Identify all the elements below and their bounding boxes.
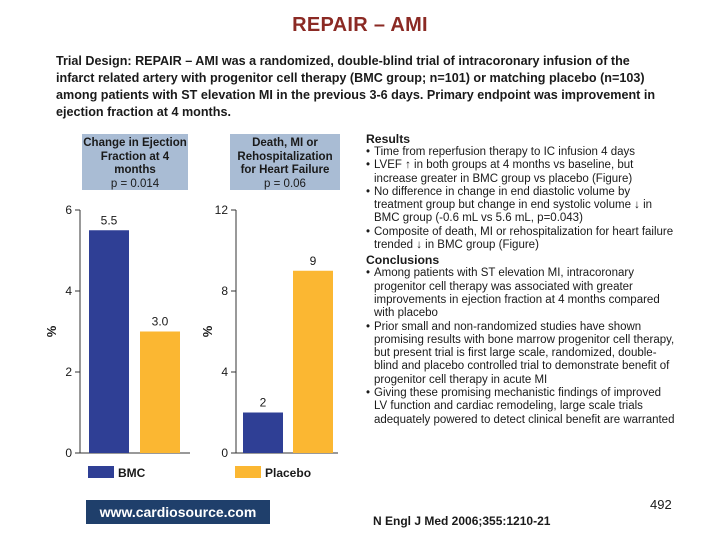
bar-placebo <box>293 270 333 453</box>
slide-title: REPAIR – AMI <box>292 14 428 36</box>
y-tick-label: 2 <box>65 365 72 379</box>
y-tick-label: 6 <box>65 203 72 217</box>
list-item: No difference in change in end diastolic… <box>366 186 676 226</box>
list-item: LVEF ↑ in both groups at 4 months vs bas… <box>366 159 676 186</box>
panel-header-ejection-fraction: Change in Ejection Fraction at 4 months … <box>82 134 188 190</box>
legend-item-bmc: BMC <box>88 466 145 480</box>
list-item: Among patients with ST elevation MI, int… <box>366 267 676 320</box>
bar-bmc <box>243 412 283 453</box>
list-item: Time from reperfusion therapy to IC infu… <box>366 146 676 160</box>
legend-label: BMC <box>118 466 146 480</box>
legend-swatch-bmc <box>88 466 114 478</box>
legend-item-placebo: Placebo <box>235 466 311 480</box>
y-tick-label: 0 <box>221 446 228 460</box>
results-list: Time from reperfusion therapy to IC infu… <box>366 146 676 252</box>
panel-heading: Change in Ejection Fraction at 4 months <box>83 137 187 176</box>
legend-swatch-placebo <box>235 466 261 478</box>
panel-pvalue: p = 0.06 <box>264 177 306 190</box>
panel-header-death-mi: Death, MI or Rehospitalization for Heart… <box>230 134 340 190</box>
journal-citation: N Engl J Med 2006;355:1210-21 <box>373 514 551 528</box>
data-label: 2 <box>260 396 267 410</box>
results-heading: Results <box>366 132 411 146</box>
panel-heading: Death, MI or Rehospitalization for Heart… <box>237 137 333 176</box>
list-item: Prior small and non-randomized studies h… <box>366 321 676 387</box>
y-tick-label: 12 <box>215 203 229 217</box>
trial-design-text: Trial Design: REPAIR – AMI was a randomi… <box>56 54 656 119</box>
page-number: 492 <box>650 497 672 512</box>
y-tick-label: 0 <box>65 446 72 460</box>
cardiosource-logo: www.cardiosource.com <box>86 500 270 524</box>
panel-pvalue: p = 0.014 <box>110 177 160 190</box>
findings-column: Results Time from reperfusion therapy to… <box>366 132 676 428</box>
y-tick-label: 4 <box>65 284 72 298</box>
conclusions-list: Among patients with ST elevation MI, int… <box>366 267 676 427</box>
y-axis-label: % <box>44 325 59 337</box>
list-item: Giving these promising mechanistic findi… <box>366 387 676 427</box>
y-tick-label: 4 <box>221 365 228 379</box>
data-label: 9 <box>310 254 317 268</box>
conclusions-heading: Conclusions <box>366 253 440 268</box>
data-label: 3.0 <box>152 315 169 329</box>
data-label: 5.5 <box>101 213 118 227</box>
legend-label: Placebo <box>265 466 312 480</box>
bar-placebo <box>140 331 180 453</box>
y-axis-label: % <box>200 325 215 337</box>
bar-bmc <box>89 230 129 453</box>
y-tick-label: 8 <box>221 284 228 298</box>
list-item: Composite of death, MI or rehospitalizat… <box>366 226 676 253</box>
